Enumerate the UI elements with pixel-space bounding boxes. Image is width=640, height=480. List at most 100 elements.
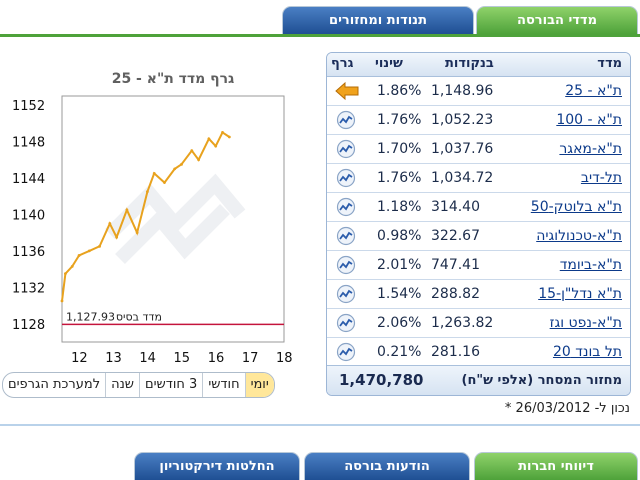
- index-data-point: [173, 167, 177, 171]
- index-data-point: [64, 272, 67, 276]
- x-tick-label: 15: [174, 351, 191, 364]
- y-tick-label: 1136: [12, 245, 45, 260]
- index-link[interactable]: ת"א בלוטק-50: [530, 199, 622, 215]
- tab-movements[interactable]: תנודות ומחזורים: [282, 6, 474, 34]
- chart-icon[interactable]: [335, 284, 357, 304]
- header-index: מדד: [597, 56, 622, 71]
- index-points: 288.82: [431, 286, 480, 302]
- table-header: מדד בנקודות שינוי גרף: [327, 53, 630, 77]
- index-points: 747.41: [431, 257, 480, 273]
- turnover-value: 1,470,780: [339, 371, 424, 389]
- index-data-point: [214, 144, 218, 148]
- index-data-point: [115, 235, 119, 239]
- index-points: 1,034.72: [431, 170, 494, 186]
- tab-board-decisions[interactable]: החלטות דירקטוריון: [134, 452, 300, 480]
- index-link[interactable]: ת"א-ביומד: [559, 257, 622, 273]
- index-data-point: [125, 208, 129, 212]
- x-tick-label: 14: [139, 351, 156, 364]
- index-link[interactable]: ת"א - 100: [556, 112, 622, 128]
- index-chart: 1128 1132 1136 1140 1144 1148 1152 12 13 14 15 16 17…: [12, 95, 293, 364]
- header-points: בנקודות: [445, 56, 494, 71]
- range-graph-system-button[interactable]: למערכת הגרפים: [8, 377, 101, 392]
- indices-table: מדד בנקודות שינוי גרף ת"א - 25 1,148.96 1.…: [326, 52, 631, 396]
- tab-company-reports[interactable]: דיווחי חברות: [474, 452, 638, 480]
- index-data-point: [227, 135, 231, 139]
- index-change: 1.54%: [377, 286, 422, 302]
- watermark-logo: [105, 173, 246, 264]
- table-footer: מחזור המסחר (אלפי ש"ח) 1,470,780: [327, 365, 630, 395]
- range-daily-button[interactable]: יומי: [244, 373, 274, 397]
- index-link[interactable]: ת"א נדל"ן-15: [538, 286, 622, 302]
- index-link[interactable]: ת"א-מאגר: [559, 141, 622, 157]
- turnover-label: מחזור המסחר (אלפי ש"ח): [461, 373, 623, 388]
- table-row: ת"א נדל"ן-15 288.82 1.54%: [327, 280, 630, 309]
- index-points: 1,052.23: [431, 112, 494, 128]
- x-tick-label: 16: [208, 351, 225, 364]
- index-change: 1.86%: [377, 83, 422, 99]
- table-row: ת"א - 100 1,052.23 1.76%: [327, 106, 630, 135]
- index-change: 1.76%: [377, 170, 422, 186]
- tab-exchange-announcements[interactable]: הודעות בורסה: [304, 452, 470, 480]
- table-row: תל בונד 20 281.16 0.21%: [327, 338, 630, 367]
- index-data-point: [60, 299, 64, 303]
- index-change: 2.01%: [377, 257, 422, 273]
- chart-icon[interactable]: [335, 139, 357, 159]
- index-data-point: [70, 264, 74, 268]
- index-data-point: [207, 137, 211, 141]
- header-change: שינוי: [375, 56, 403, 71]
- chart-icon[interactable]: [335, 197, 357, 217]
- index-change: 1.18%: [377, 199, 422, 215]
- index-change: 0.21%: [377, 344, 422, 360]
- index-points: 314.40: [431, 199, 480, 215]
- index-change: 1.70%: [377, 141, 422, 157]
- index-data-point: [98, 244, 101, 248]
- index-data-point: [152, 172, 156, 175]
- index-points: 281.16: [431, 344, 480, 360]
- y-tick-label: 1128: [12, 318, 45, 333]
- y-tick-label: 1132: [12, 281, 45, 296]
- index-data-point: [87, 249, 91, 253]
- x-tick-label: 17: [242, 351, 259, 364]
- chart-icon[interactable]: [335, 168, 357, 188]
- chart-icon[interactable]: [335, 226, 357, 246]
- index-link[interactable]: תל בונד 20: [552, 344, 622, 360]
- index-data-point: [145, 190, 149, 194]
- table-row: ת"א-מאגר 1,037.76 1.70%: [327, 135, 630, 164]
- index-change: 1.76%: [377, 112, 422, 128]
- base-value-label: 1,127.93: [66, 310, 115, 323]
- index-change: 2.06%: [377, 315, 422, 331]
- table-row: ת"א-ביומד 747.41 2.01%: [327, 251, 630, 280]
- index-data-point: [108, 222, 112, 225]
- chart-title: גרף מדד ת"א - 25: [111, 71, 235, 87]
- table-row: ת"א-טכנולוגיה 322.67 0.98%: [327, 222, 630, 251]
- y-tick-label: 1140: [12, 208, 45, 223]
- range-3months-button[interactable]: 3 חודשים: [139, 373, 202, 397]
- index-data-point: [180, 162, 183, 166]
- chart-icon[interactable]: [335, 255, 357, 275]
- y-tick-label: 1148: [12, 136, 45, 151]
- tab-indices[interactable]: מדדי הבורסה: [476, 6, 638, 34]
- table-row: ת"א - 25 1,148.96 1.86%: [327, 77, 630, 106]
- index-data-point: [135, 231, 139, 235]
- index-points: 1,037.76: [431, 141, 494, 157]
- x-tick-label: 18: [276, 351, 293, 364]
- index-link[interactable]: ת"א-טכנולוגיה: [536, 228, 622, 244]
- arrow-left-icon[interactable]: [335, 81, 359, 101]
- chart-icon[interactable]: [335, 110, 357, 130]
- chart-icon[interactable]: [335, 313, 357, 333]
- index-change: 0.98%: [377, 228, 422, 244]
- index-data-point: [190, 149, 194, 153]
- range-monthly-button[interactable]: חודשי: [202, 373, 244, 397]
- chart-icon[interactable]: [335, 342, 357, 362]
- index-link[interactable]: ת"א-נפט וגז: [549, 315, 622, 331]
- index-points: 1,148.96: [431, 83, 494, 99]
- range-year-button[interactable]: שנה: [105, 373, 139, 397]
- index-link[interactable]: תל-דיב: [580, 170, 622, 186]
- index-points: 1,263.82: [431, 315, 494, 331]
- index-data-point: [197, 158, 201, 162]
- index-data-point: [77, 254, 81, 257]
- table-row: ת"א בלוטק-50 314.40 1.18%: [327, 193, 630, 222]
- x-tick-label: 12: [71, 351, 88, 364]
- index-link[interactable]: ת"א - 25: [565, 83, 622, 99]
- table-row: תל-דיב 1,034.72 1.76%: [327, 164, 630, 193]
